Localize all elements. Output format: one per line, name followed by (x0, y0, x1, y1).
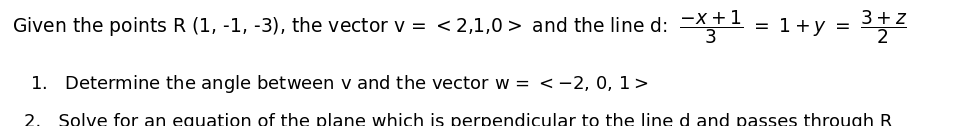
Text: 1.   Determine the angle between v and the vector w = $<-$2, 0, 1$>$: 1. Determine the angle between v and the… (30, 73, 647, 95)
Text: Given the points R (1, -1, -3), the vector v = $<$2,1,0$>$ and the line d:  $\df: Given the points R (1, -1, -3), the vect… (12, 8, 906, 46)
Text: 2.   Solve for an equation of the plane which is perpendicular to the line d and: 2. Solve for an equation of the plane wh… (24, 113, 891, 126)
